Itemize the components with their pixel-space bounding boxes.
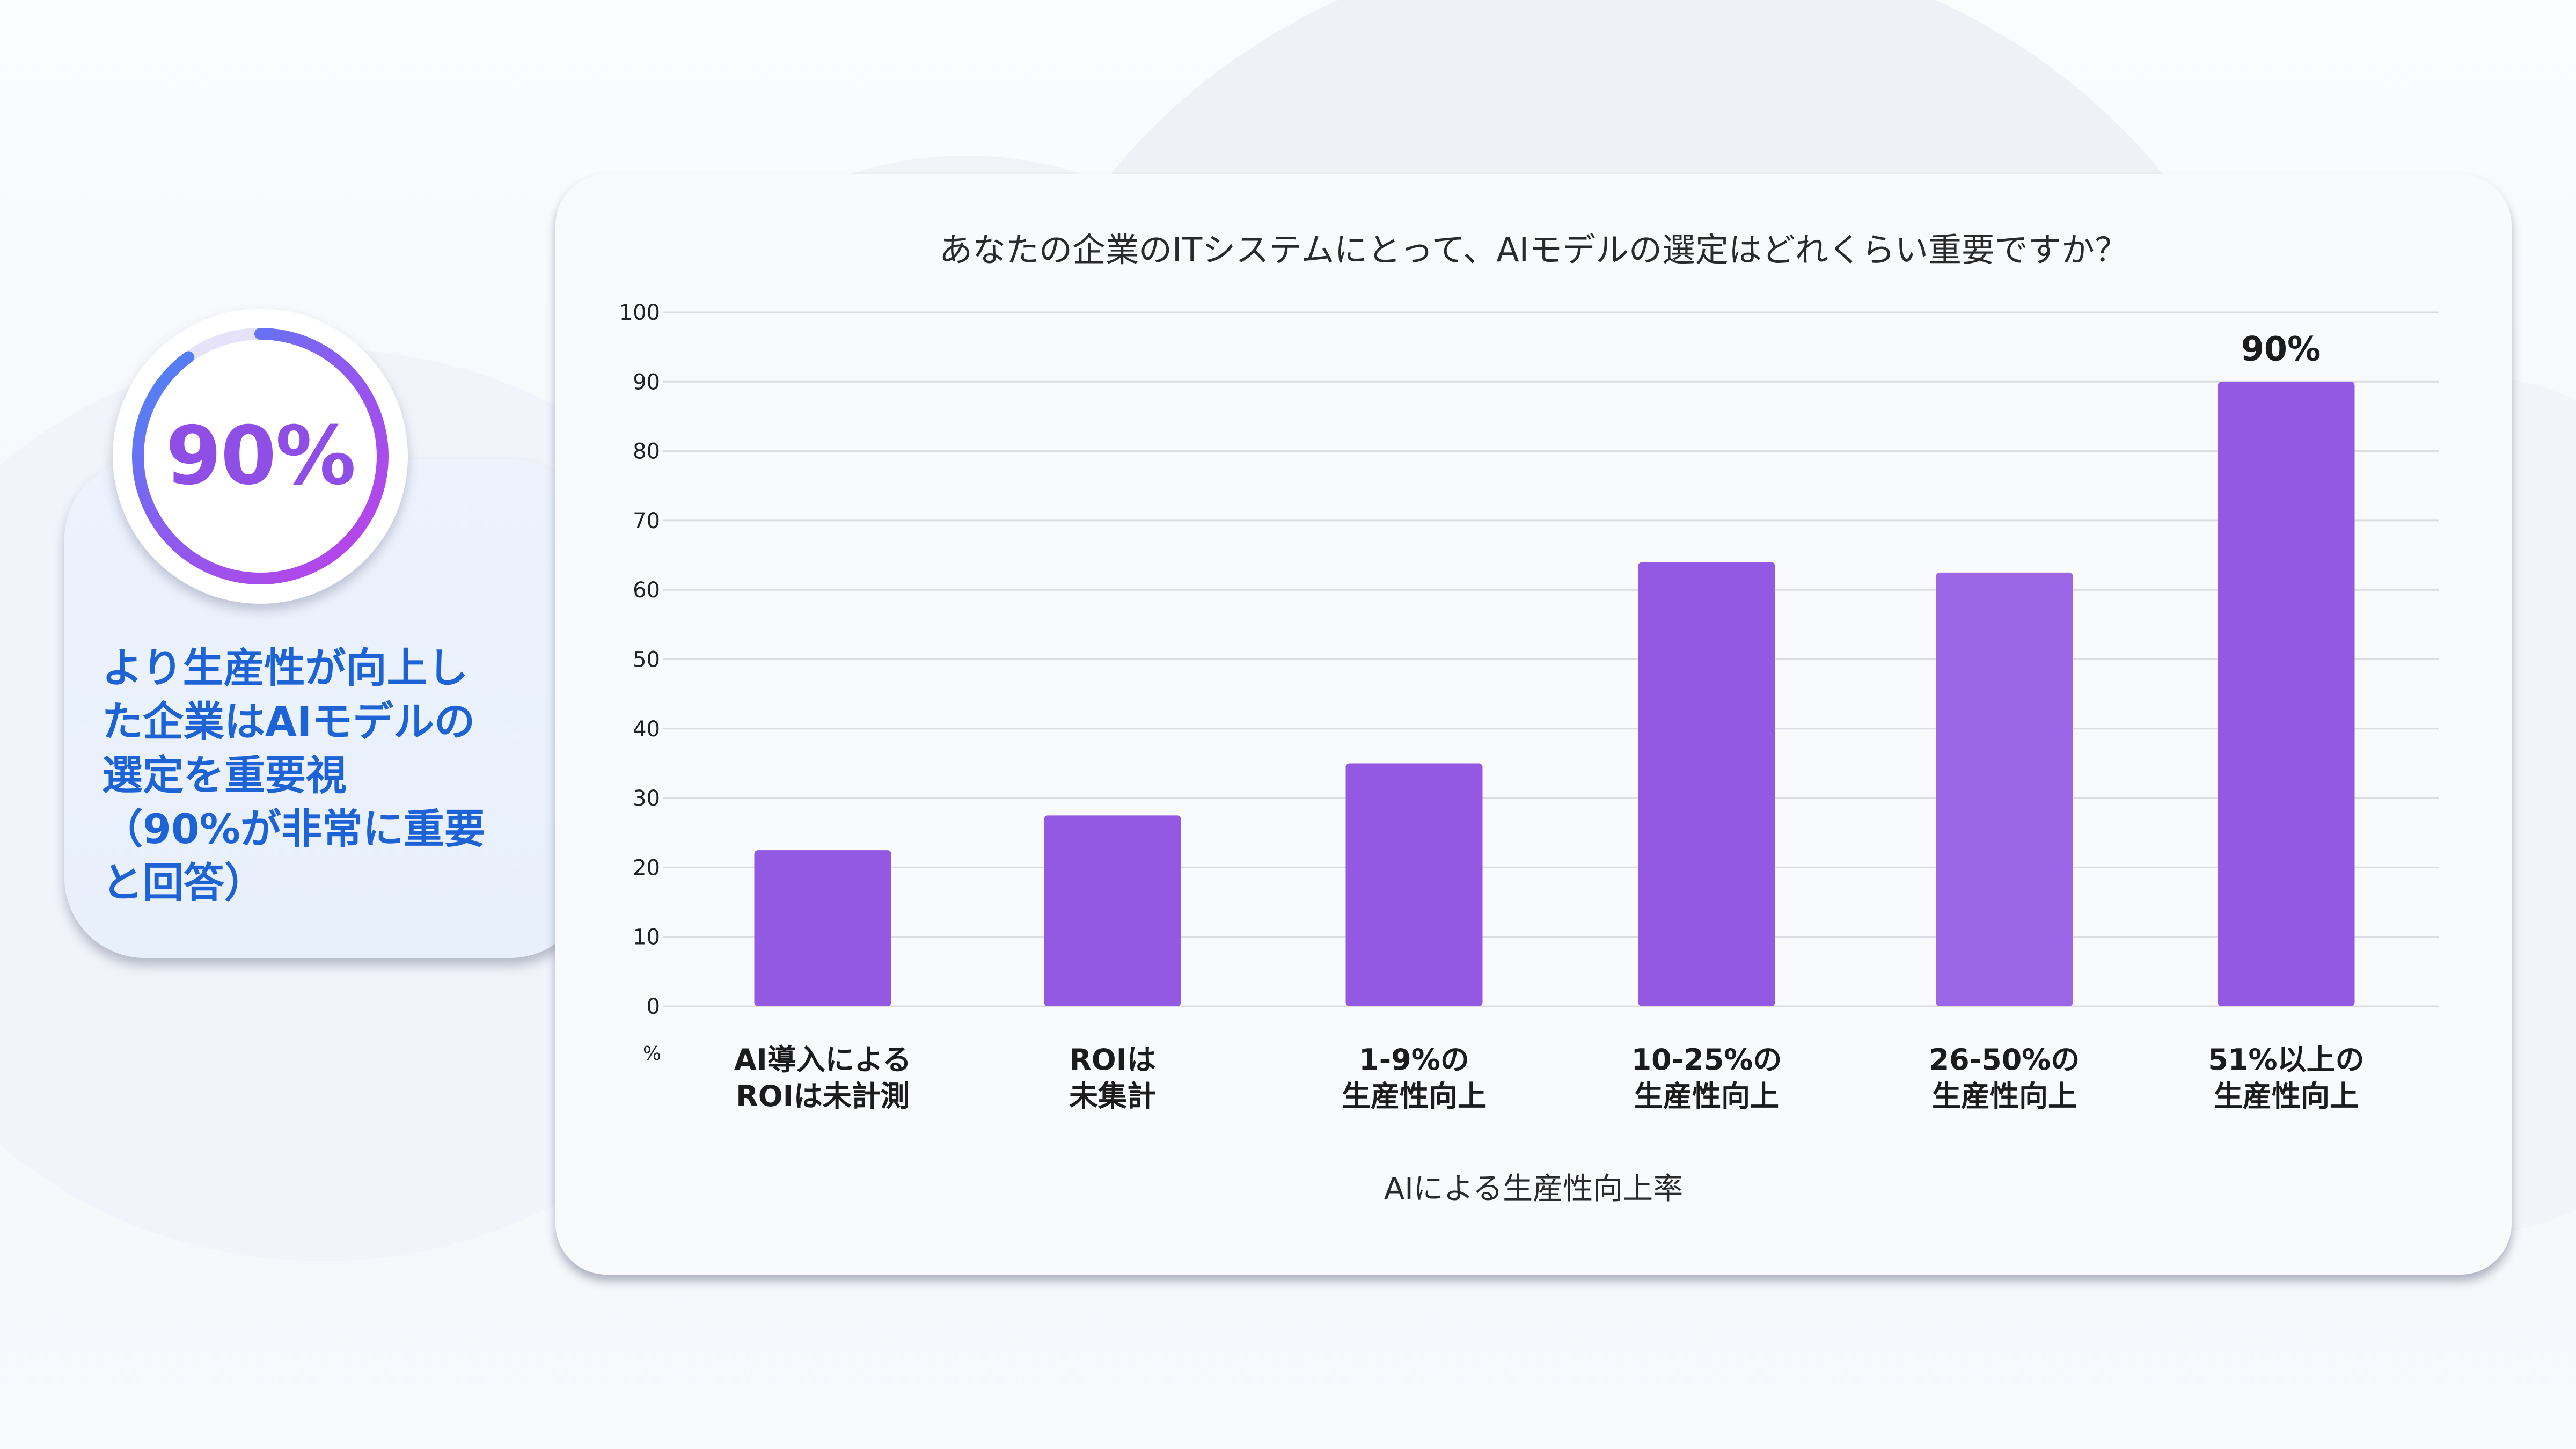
highlight-text: より生産性が向上し た企業はAIモデルの 選定を重要視 （90%が非常に重要 と… bbox=[102, 644, 485, 906]
x-tick-label: ROIは bbox=[1069, 1043, 1156, 1077]
bar bbox=[1345, 763, 1483, 1006]
x-tick-label: 1-9%の bbox=[1359, 1043, 1469, 1077]
chart-card: あなたの企業のITシステムにとって、AIモデルの選定はどれくらい重要ですか？ 0… bbox=[555, 174, 2512, 1275]
x-tick-label: 51%以上の bbox=[2208, 1043, 2364, 1077]
stat-circle: 90% bbox=[113, 309, 408, 604]
y-tick-label: 50 bbox=[633, 648, 660, 672]
y-tick-label: 0 bbox=[647, 994, 660, 1019]
y-axis-unit: % bbox=[643, 1043, 661, 1065]
progress-ring-fill bbox=[132, 328, 389, 584]
bar bbox=[754, 850, 891, 1006]
progress-ring bbox=[132, 328, 389, 584]
x-tick-label: ROIは未計測 bbox=[736, 1079, 910, 1113]
bar bbox=[1936, 572, 2073, 1006]
x-tick-label: 26-50%の bbox=[1929, 1043, 2080, 1077]
y-tick-label: 40 bbox=[633, 717, 660, 742]
y-tick-label: 20 bbox=[633, 855, 660, 880]
x-tick-label: 生産性向上 bbox=[1634, 1079, 1779, 1113]
bar bbox=[1044, 815, 1181, 1006]
y-tick-label: 10 bbox=[633, 925, 660, 950]
x-tick-label: 生産性向上 bbox=[2214, 1079, 2359, 1113]
bar bbox=[1638, 562, 1775, 1006]
y-tick-label: 60 bbox=[633, 578, 660, 603]
data-label: 90% bbox=[2241, 329, 2321, 368]
x-tick-label: 生産性向上 bbox=[1342, 1079, 1487, 1113]
bar bbox=[2218, 382, 2355, 1006]
x-tick-label: 10-25%の bbox=[1631, 1043, 1782, 1077]
x-axis-title: AIによる生産性向上率 bbox=[1384, 1172, 1684, 1206]
x-tick-label: 未集計 bbox=[1069, 1079, 1156, 1113]
y-tick-label: 80 bbox=[633, 440, 660, 464]
y-tick-label: 100 bbox=[619, 301, 660, 325]
stat-value: 90% bbox=[165, 409, 356, 503]
y-tick-label: 30 bbox=[633, 786, 660, 811]
chart-title: あなたの企業のITシステムにとって、AIモデルの選定はどれくらい重要ですか？ bbox=[939, 230, 2128, 269]
x-tick-label: 生産性向上 bbox=[1932, 1079, 2077, 1113]
y-tick-label: 70 bbox=[633, 509, 660, 533]
y-tick-label: 90 bbox=[633, 370, 660, 394]
x-tick-label: AI導入による bbox=[734, 1043, 911, 1077]
